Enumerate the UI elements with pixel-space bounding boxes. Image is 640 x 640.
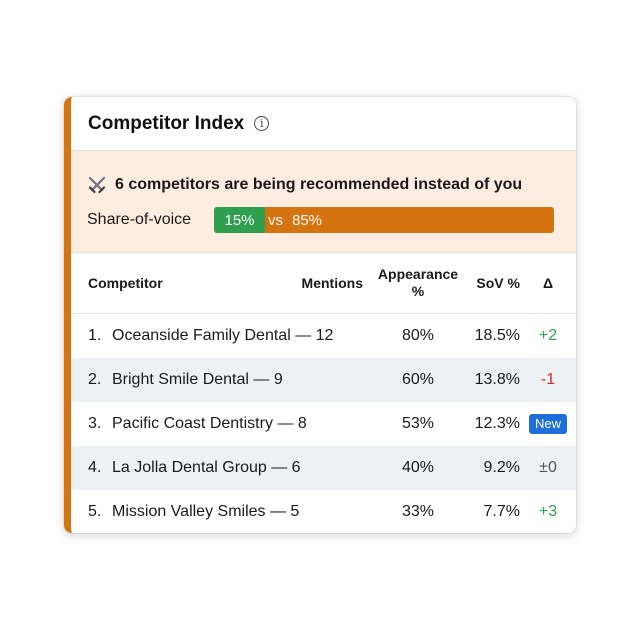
competitor-name: Mission Valley Smiles — 5 <box>112 503 300 520</box>
table-row[interactable]: 2. Bright Smile Dental — 9 60% 13.8% -1 <box>71 358 576 402</box>
table-header-row: Competitor Mentions Appearance % SoV % Δ <box>71 253 576 314</box>
share-of-voice-competitors-value: 85% <box>292 211 323 229</box>
info-icon[interactable]: i <box>254 116 270 131</box>
competitor-name: Oceanside Family Dental — 12 <box>112 327 334 344</box>
delta-cell: +3 <box>520 490 576 533</box>
column-header-appearance[interactable]: Appearance % <box>363 253 473 314</box>
column-header-delta[interactable]: Δ <box>520 253 576 314</box>
sov-cell: 9.2% <box>483 459 520 476</box>
share-of-voice-bar: 15% vs 85% <box>214 207 554 233</box>
sov-cell: 7.7% <box>483 503 520 520</box>
column-header-competitor[interactable]: Competitor <box>71 253 301 314</box>
card-title: Competitor Index <box>88 112 245 134</box>
alert-line: 6 competitors are being recommended inst… <box>87 175 522 195</box>
competitor-name-cell: 2. Bright Smile Dental — 9 <box>71 358 363 402</box>
share-of-voice-vs-label: vs <box>268 211 283 229</box>
competitor-name-cell: 4. La Jolla Dental Group — 6 <box>71 446 363 490</box>
rank-number: 5. <box>88 503 102 520</box>
share-of-voice-you-value: 15% <box>224 211 255 229</box>
table-row[interactable]: 5. Mission Valley Smiles — 5 33% 7.7% +3 <box>71 490 576 533</box>
rank-number: 2. <box>88 371 102 388</box>
column-header-sov[interactable]: SoV % <box>473 253 520 314</box>
share-of-voice-row: Share-of-voice 15% vs 85% <box>87 207 554 233</box>
competitor-index-card: Competitor Index i 6 competitors are bei… <box>64 97 576 533</box>
appearance-cell: 40% <box>401 459 435 476</box>
sov-cell: 13.8% <box>474 371 520 388</box>
competitor-table: Competitor Mentions Appearance % SoV % Δ… <box>71 253 576 533</box>
competitor-alert: 6 competitors are being recommended inst… <box>71 151 576 253</box>
competitor-name: Pacific Coast Dentistry — 8 <box>112 415 307 432</box>
delta-value: +3 <box>538 503 558 520</box>
rank-number: 3. <box>88 415 102 432</box>
rank-number: 1. <box>88 327 102 344</box>
delta-value: ±0 <box>539 459 557 476</box>
rank-number: 4. <box>88 459 102 476</box>
appearance-cell: 80% <box>401 327 435 344</box>
competitor-name-cell: 1. Oceanside Family Dental — 12 <box>71 314 363 359</box>
appearance-cell: 33% <box>401 503 435 520</box>
appearance-cell: 60% <box>401 371 435 388</box>
delta-cell: -1 <box>520 358 576 402</box>
sov-cell: 18.5% <box>474 327 520 344</box>
sov-cell: 12.3% <box>474 415 520 432</box>
alert-message: 6 competitors are being recommended inst… <box>115 176 523 193</box>
competitor-name-cell: 5. Mission Valley Smiles — 5 <box>71 490 363 533</box>
share-of-voice-you-fill <box>214 207 265 233</box>
delta-cell: +2 <box>520 314 576 359</box>
delta-cell: ±0 <box>520 446 576 490</box>
competitor-name: La Jolla Dental Group — 6 <box>112 459 301 476</box>
competitor-name-cell: 3. Pacific Coast Dentistry — 8 <box>71 402 363 446</box>
delta-value: +2 <box>538 327 558 344</box>
table-row[interactable]: 3. Pacific Coast Dentistry — 8 53% 12.3% … <box>71 402 576 446</box>
appearance-cell: 53% <box>401 415 435 432</box>
share-of-voice-label: Share-of-voice <box>87 211 192 228</box>
table-row[interactable]: 1. Oceanside Family Dental — 12 80% 18.5%… <box>71 314 576 359</box>
column-header-mentions[interactable]: Mentions <box>301 253 363 314</box>
crossed-swords-icon <box>88 176 106 194</box>
table-row[interactable]: 4. La Jolla Dental Group — 6 40% 9.2% ±0 <box>71 446 576 490</box>
competitor-name: Bright Smile Dental — 9 <box>112 371 283 388</box>
card-header: Competitor Index i <box>71 97 576 151</box>
delta-value: -1 <box>540 371 556 388</box>
delta-cell: New <box>520 402 576 446</box>
new-badge: New <box>528 414 567 434</box>
